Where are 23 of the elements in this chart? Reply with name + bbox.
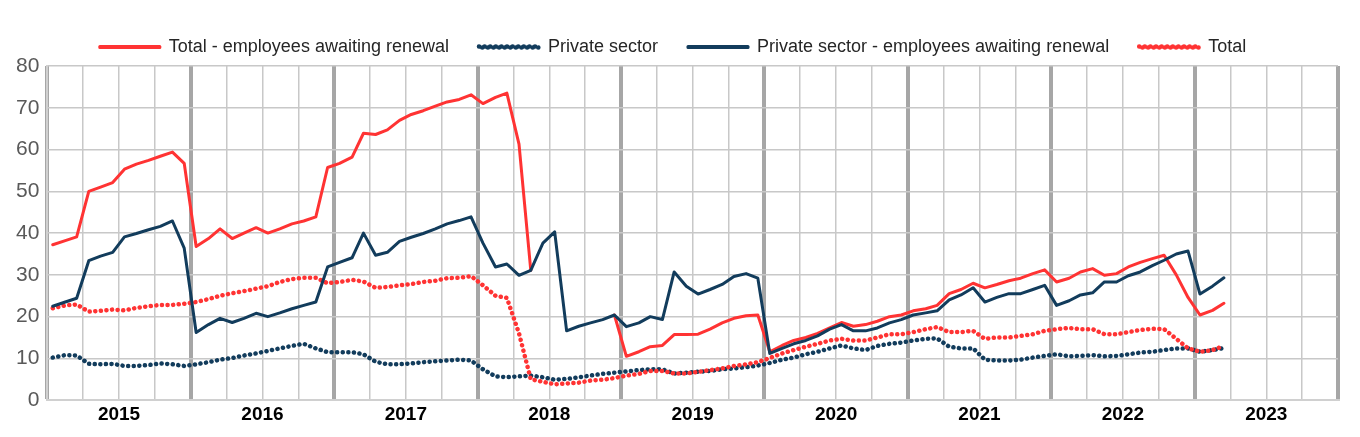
y-tick-label: 50 — [16, 178, 40, 202]
x-tick-label: 2015 — [97, 402, 141, 424]
y-tick-label: 70 — [16, 94, 40, 118]
x-tick-label: 2017 — [384, 402, 428, 424]
legend-label: Private sector - employees awaiting renewal — [757, 35, 1110, 56]
legend-label: Private sector — [547, 35, 659, 56]
y-tick-label: 60 — [16, 136, 40, 160]
y-tick-label: 40 — [16, 219, 40, 243]
y-tick-label: 20 — [16, 303, 40, 327]
line-series — [50, 336, 1227, 382]
y-tick-label: 80 — [16, 52, 40, 76]
legend-label: Total — [1208, 35, 1247, 56]
y-tick-label: 10 — [16, 345, 40, 369]
legend-label: Total - employees awaiting renewal — [168, 35, 449, 56]
x-tick-label: 2021 — [958, 402, 1002, 424]
x-tick-label: 2019 — [671, 402, 714, 424]
x-tick-label: 2023 — [1245, 402, 1288, 424]
x-tick-label: 2016 — [241, 402, 284, 424]
x-tick-label: 2018 — [528, 402, 571, 424]
y-tick-label: 0 — [27, 387, 40, 410]
x-tick-label: 2020 — [814, 402, 858, 424]
y-tick-label: 30 — [16, 261, 40, 285]
x-tick-label: 2022 — [1101, 402, 1145, 424]
